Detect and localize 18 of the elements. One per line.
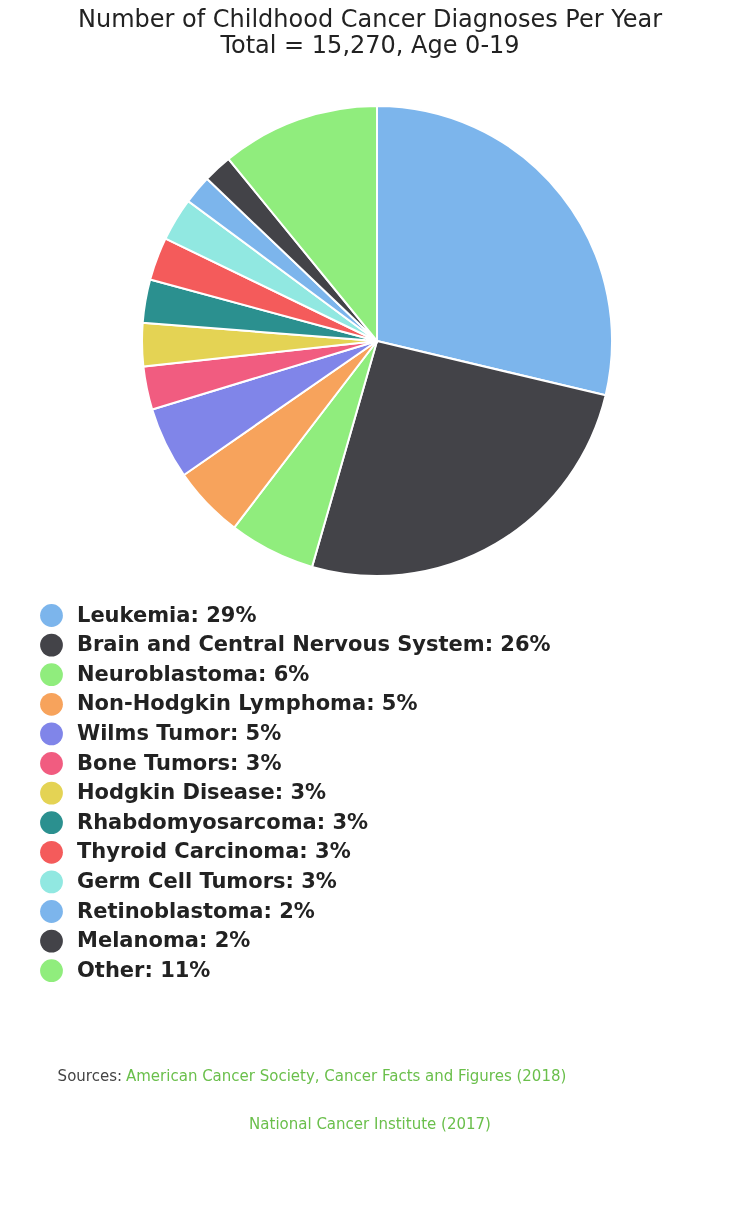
- chart-subtitle: Total = 15,270, Age 0-19: [219, 31, 520, 59]
- chart-title: Number of Childhood Cancer Diagnoses Per Year: [78, 5, 663, 33]
- legend-label: Bone Tumors: 3%: [77, 750, 282, 775]
- legend-label: Melanoma: 2%: [77, 928, 251, 953]
- legend-label: Brain and Central Nervous System: 26%: [77, 632, 551, 657]
- legend-label: Other: 11%: [77, 957, 211, 982]
- legend-label: Leukemia: 29%: [77, 602, 257, 627]
- legend-label: Non-Hodgkin Lymphoma: 5%: [77, 691, 418, 716]
- text: National Cancer Institute (2017): [249, 1115, 491, 1133]
- legend-label: Retinoblastoma: 2%: [77, 898, 315, 923]
- legend-label: Hodgkin Disease: 3%: [77, 780, 327, 805]
- legend-label: Rhabdomyosarcoma: 3%: [77, 809, 369, 834]
- legend-label: Neuroblastoma: 6%: [77, 661, 310, 686]
- text: American Cancer Society, Cancer Facts and Figures (2018): [126, 1067, 567, 1085]
- legend-label: Wilms Tumor: 5%: [77, 720, 282, 745]
- source-note: Sources:: [57, 1067, 122, 1085]
- legend-label: Thyroid Carcinoma: 3%: [77, 839, 351, 864]
- legend-label: Germ Cell Tumors: 3%: [77, 868, 337, 893]
